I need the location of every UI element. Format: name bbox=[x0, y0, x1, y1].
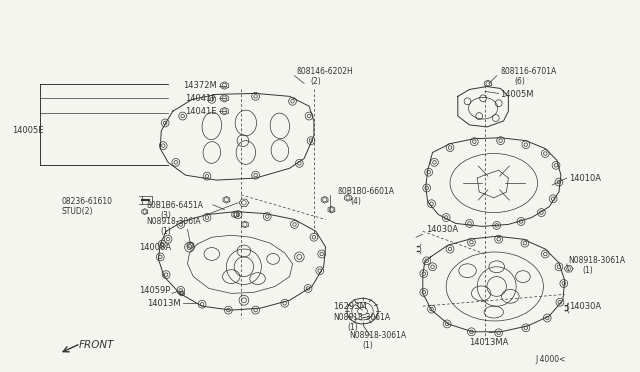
Text: N08918-306lA: N08918-306lA bbox=[147, 217, 202, 226]
Text: J 4000<: J 4000< bbox=[536, 355, 566, 364]
Text: (6): (6) bbox=[514, 77, 525, 86]
Text: 14030A: 14030A bbox=[426, 225, 458, 234]
Text: STUD(2): STUD(2) bbox=[61, 207, 93, 216]
Text: 14013MA: 14013MA bbox=[470, 338, 509, 347]
Text: N08918-3061A: N08918-3061A bbox=[333, 314, 390, 323]
Text: (1): (1) bbox=[160, 227, 171, 236]
Text: ß0B1B6-6451A: ß0B1B6-6451A bbox=[147, 201, 204, 210]
Text: (3): (3) bbox=[160, 211, 171, 220]
Text: 14030A: 14030A bbox=[569, 302, 601, 311]
Text: (1): (1) bbox=[582, 266, 593, 275]
Text: N08918-3061A: N08918-3061A bbox=[349, 331, 406, 340]
Text: (1): (1) bbox=[347, 323, 358, 332]
Text: 14059P: 14059P bbox=[139, 286, 170, 295]
Text: 14010A: 14010A bbox=[569, 174, 601, 183]
Text: 14005E: 14005E bbox=[13, 126, 44, 135]
Text: ß08146-6202H: ß08146-6202H bbox=[296, 67, 353, 76]
Text: N08918-3061A: N08918-3061A bbox=[569, 256, 626, 265]
Text: 08236-61610: 08236-61610 bbox=[61, 197, 112, 206]
Text: (1): (1) bbox=[362, 341, 373, 350]
Text: FRONT: FRONT bbox=[79, 340, 114, 350]
Text: 14041E: 14041E bbox=[185, 107, 217, 116]
Text: ß0B1B0-6601A: ß0B1B0-6601A bbox=[337, 187, 394, 196]
Text: 14005M: 14005M bbox=[500, 90, 534, 99]
Text: 14013M: 14013M bbox=[147, 299, 180, 308]
Text: 14372M: 14372M bbox=[183, 81, 217, 90]
Text: 14008A: 14008A bbox=[139, 243, 171, 251]
Text: (2): (2) bbox=[310, 77, 321, 86]
Text: (4): (4) bbox=[351, 197, 362, 206]
Text: 16293M: 16293M bbox=[333, 302, 367, 311]
Text: ß08116-6701A: ß08116-6701A bbox=[500, 67, 557, 76]
Text: 14041F: 14041F bbox=[186, 94, 217, 103]
